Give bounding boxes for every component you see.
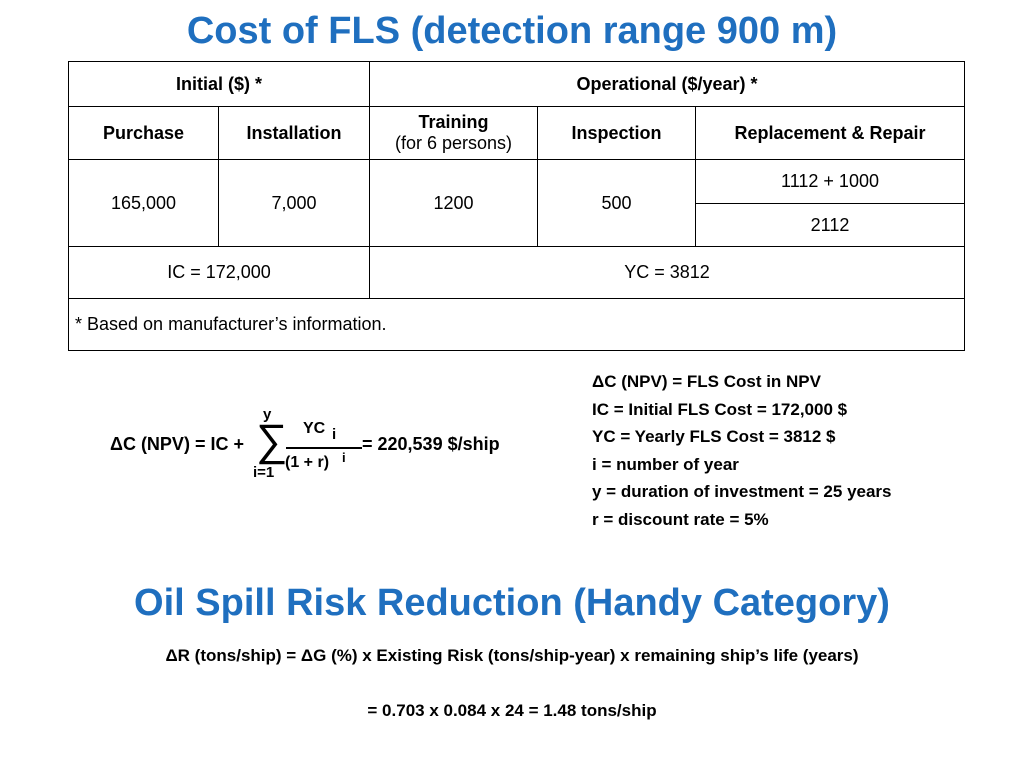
risk-equation: ΔR (tons/ship) = ΔG (%) x Existing Risk … — [165, 646, 859, 665]
training-sublabel: (for 6 persons) — [394, 133, 513, 153]
installation-value: 7,000 — [217, 159, 371, 247]
definition-item: r = discount rate = 5% — [592, 509, 769, 529]
definition-item: YC = Yearly FLS Cost = 3812 $ — [592, 427, 836, 446]
definition-item: ΔC (NPV) = FLS Cost in NPV — [592, 372, 821, 391]
table-row: 2112 — [69, 203, 966, 247]
definitions-list: ΔC (NPV) = FLS Cost in NPV IC = Initial … — [592, 368, 892, 533]
initial-header: Initial ($) * — [67, 61, 371, 107]
formula-denominator: (1 + r) — [285, 454, 330, 471]
inspection-header: Inspection — [537, 106, 697, 160]
table-header-row: Initial ($) * Operational ($/year) * — [67, 61, 966, 107]
formula-denominator-sup: i — [342, 450, 346, 465]
slide-title-risk: Oil Spill Risk Reduction (Handy Category… — [134, 582, 890, 624]
ic-total: IC = 172,000 — [67, 246, 371, 299]
risk-result: = 0.703 x 0.084 x 24 = 1.48 tons/ship — [367, 701, 657, 720]
purchase-header: Purchase — [68, 106, 219, 160]
formula-numerator: YC — [303, 420, 326, 437]
yc-total: YC = 3812 — [369, 246, 966, 299]
table-note-row: * Based on manufacturer’s information. — [67, 298, 966, 351]
purchase-value: 165,000 — [68, 159, 219, 247]
slide-title-cost: Cost of FLS (detection range 900 m) — [186, 10, 838, 52]
replacement-value-detail: 1112 + 1000 — [695, 159, 966, 204]
definition-item: IC = Initial FLS Cost = 172,000 $ — [592, 399, 848, 419]
training-header: Training (for 6 persons) — [369, 106, 539, 160]
cost-table: Initial ($) * Operational ($/year) * Pur… — [67, 61, 966, 351]
formula-numerator-sub: i — [332, 426, 337, 443]
operational-header: Operational ($/year) * — [369, 61, 966, 107]
replacement-header: Replacement & Repair — [695, 106, 966, 160]
formula-lhs: ΔC (NPV) = IC + — [110, 434, 244, 454]
table-totals-row: IC = 172,000 YC = 3812 — [67, 246, 966, 299]
formula-sum-lower: i=1 — [253, 464, 275, 481]
training-value: 1200 — [369, 159, 539, 247]
definition-item: i = number of year — [592, 454, 739, 474]
formula-rhs: = 220,539 $/ship — [362, 434, 500, 454]
table-subheader-row: Purchase Installation Training (for 6 pe… — [68, 106, 966, 160]
table-row: 165,000 7,000 1200 500 1112 + 1000 — [68, 159, 966, 247]
replacement-value-total: 2112 — [695, 203, 966, 247]
training-label: Training — [418, 112, 489, 132]
table-footnote: * Based on manufacturer’s information. — [67, 298, 966, 351]
formula-sum-upper: y — [263, 406, 272, 423]
inspection-value: 500 — [537, 159, 697, 247]
sigma-icon: ∑ — [256, 416, 288, 465]
installation-header: Installation — [217, 106, 371, 160]
definition-item: y = duration of investment = 25 years — [592, 482, 892, 501]
fraction-bar — [286, 447, 362, 449]
